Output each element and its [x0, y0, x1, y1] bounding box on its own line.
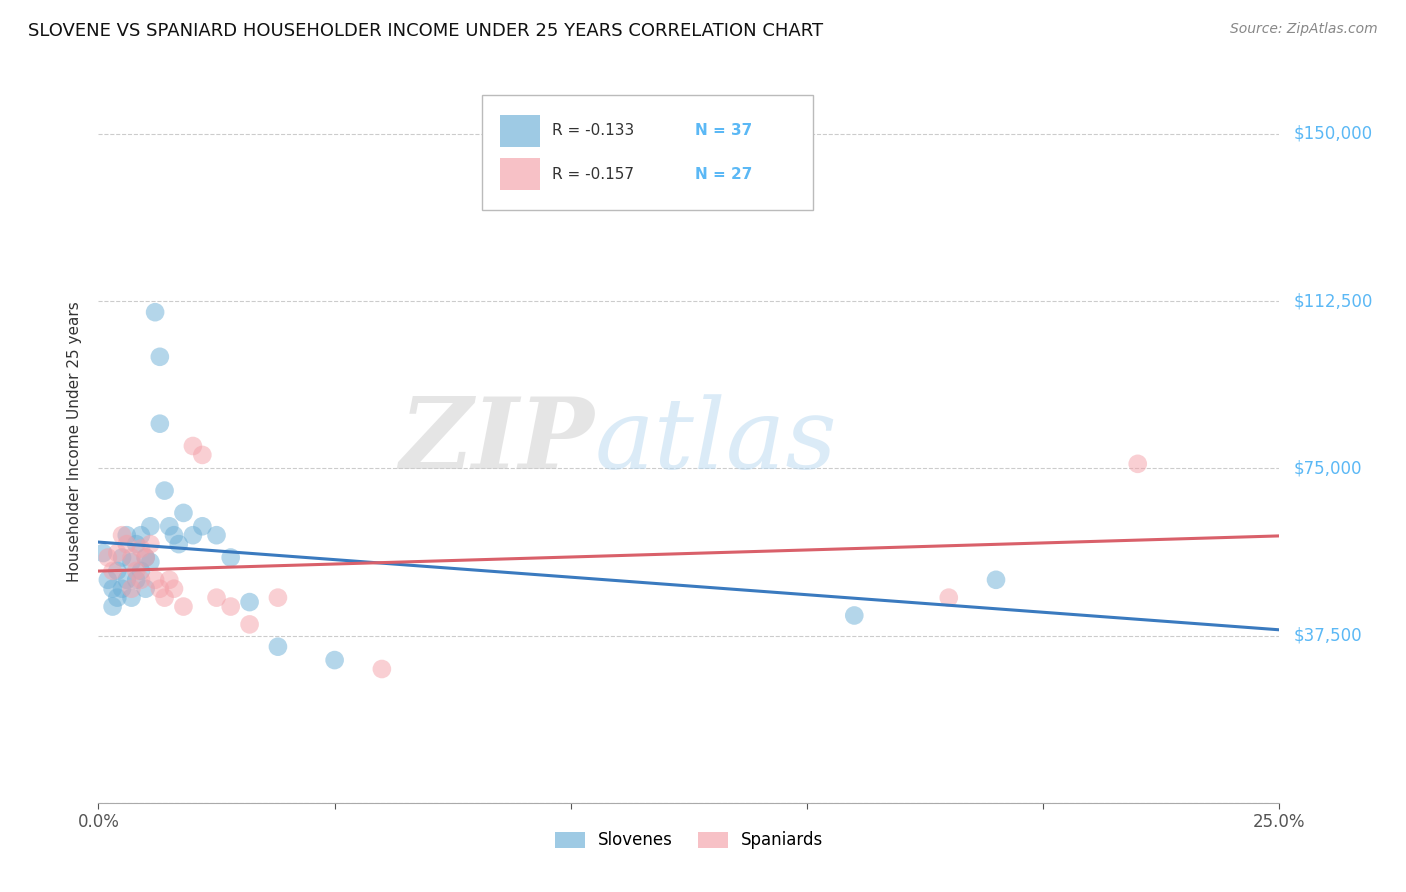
Text: $150,000: $150,000	[1294, 125, 1372, 143]
Text: N = 27: N = 27	[695, 167, 752, 182]
Point	[101, 582, 124, 596]
Point	[191, 519, 214, 533]
Point	[111, 582, 134, 596]
Point	[191, 448, 214, 462]
Point	[125, 537, 148, 551]
Point	[153, 591, 176, 605]
Point	[239, 595, 262, 609]
Point	[139, 555, 162, 569]
Point	[163, 582, 186, 596]
Point	[115, 573, 138, 587]
Point	[267, 640, 290, 654]
Point	[205, 591, 228, 605]
Point	[938, 591, 960, 605]
Point	[129, 541, 152, 556]
Text: atlas: atlas	[595, 394, 837, 489]
FancyBboxPatch shape	[501, 158, 540, 190]
Text: SLOVENE VS SPANIARD HOUSEHOLDER INCOME UNDER 25 YEARS CORRELATION CHART: SLOVENE VS SPANIARD HOUSEHOLDER INCOME U…	[28, 22, 824, 40]
Point	[125, 573, 148, 587]
Point	[115, 528, 138, 542]
Point	[143, 573, 166, 587]
Text: $112,500: $112,500	[1294, 292, 1372, 310]
Point	[139, 519, 162, 533]
Point	[101, 564, 124, 578]
Point	[153, 483, 176, 498]
Point	[143, 305, 166, 319]
Text: ZIP: ZIP	[399, 393, 595, 490]
Point	[181, 439, 204, 453]
Y-axis label: Householder Income Under 25 years: Householder Income Under 25 years	[67, 301, 83, 582]
Point	[125, 564, 148, 578]
Point	[91, 546, 114, 560]
Point	[111, 550, 134, 565]
Point	[267, 591, 290, 605]
Point	[129, 564, 152, 578]
Point	[323, 653, 346, 667]
Point	[1126, 457, 1149, 471]
Point	[181, 528, 204, 542]
Point	[239, 617, 262, 632]
FancyBboxPatch shape	[501, 115, 540, 147]
Text: $37,500: $37,500	[1294, 626, 1362, 645]
Point	[219, 550, 242, 565]
Point	[129, 528, 152, 542]
Text: R = -0.157: R = -0.157	[553, 167, 634, 182]
Point	[149, 350, 172, 364]
Point	[167, 537, 190, 551]
Text: Source: ZipAtlas.com: Source: ZipAtlas.com	[1230, 22, 1378, 37]
FancyBboxPatch shape	[482, 95, 813, 211]
Text: R = -0.133: R = -0.133	[553, 123, 634, 138]
Point	[105, 591, 128, 605]
Text: $75,000: $75,000	[1294, 459, 1362, 477]
Point	[205, 528, 228, 542]
Point	[135, 582, 157, 596]
Legend: Slovenes, Spaniards: Slovenes, Spaniards	[548, 824, 830, 856]
Point	[172, 599, 194, 614]
Point	[121, 582, 143, 596]
Point	[135, 550, 157, 565]
Point	[157, 519, 180, 533]
Text: N = 37: N = 37	[695, 123, 752, 138]
Point	[97, 550, 120, 565]
Point	[101, 599, 124, 614]
Point	[105, 546, 128, 560]
Point	[135, 550, 157, 565]
Point	[121, 591, 143, 605]
Point	[149, 582, 172, 596]
Point	[115, 537, 138, 551]
Point	[157, 573, 180, 587]
Point	[984, 573, 1007, 587]
Point	[219, 599, 242, 614]
Point	[371, 662, 394, 676]
Point	[97, 573, 120, 587]
Point	[121, 550, 143, 565]
Point	[111, 528, 134, 542]
Point	[149, 417, 172, 431]
Point	[121, 555, 143, 569]
Point	[844, 608, 866, 623]
Point	[163, 528, 186, 542]
Point	[129, 573, 152, 587]
Point	[105, 564, 128, 578]
Point	[139, 537, 162, 551]
Point	[172, 506, 194, 520]
